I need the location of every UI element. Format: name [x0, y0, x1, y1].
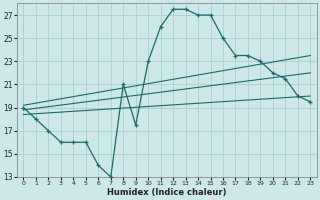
X-axis label: Humidex (Indice chaleur): Humidex (Indice chaleur): [107, 188, 227, 197]
